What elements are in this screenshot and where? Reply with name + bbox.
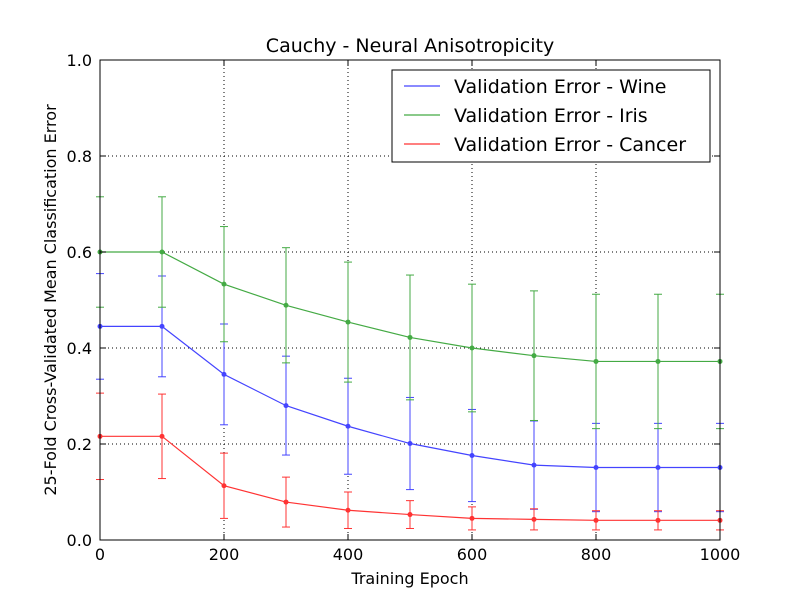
y-tick-label: 1.0 [67,51,92,70]
validation-error-cancer-point [283,499,289,505]
validation-error-iris-point [221,281,227,287]
y-tick-label: 0.0 [67,531,92,550]
validation-error-wine-point [469,453,475,459]
legend-label: Validation Error - Wine [454,76,667,98]
validation-error-wine-point [345,423,351,429]
legend-label: Validation Error - Cancer [454,134,686,156]
validation-error-wine-point [283,403,289,409]
validation-error-cancer-point [655,517,661,523]
validation-error-cancer-point [469,515,475,521]
x-axis: 0 200 400 600 800 1000 [95,60,740,564]
legend-label: Validation Error - Iris [454,105,648,127]
validation-error-iris-point [593,358,599,364]
validation-error-iris-point [469,345,475,351]
validation-error-cancer-point [531,516,537,522]
validation-error-cancer-point [407,512,413,518]
validation-error-iris-point [345,319,351,325]
x-tick-label: 800 [581,545,612,564]
x-tick-label: 1000 [700,545,741,564]
validation-error-wine-point [593,465,599,471]
validation-error-iris-point [159,249,165,255]
validation-error-wine-point [655,465,661,471]
y-axis: 0.0 0.2 0.4 0.6 0.8 1.0 [67,51,720,550]
validation-error-cancer-point [593,517,599,523]
validation-error-cancer-point [159,433,165,439]
validation-error-wine-point [531,462,537,468]
y-tick-label: 0.2 [67,435,92,454]
validation-error-iris-point [655,358,661,364]
validation-error-cancer-point [221,483,227,489]
validation-error-wine-point [221,371,227,377]
chart-title: Cauchy - Neural Anisotropicity [266,35,554,57]
validation-error-wine-point [407,441,413,447]
y-tick-label: 0.6 [67,243,92,262]
validation-error-iris-point [531,353,537,359]
validation-error-iris-point [283,302,289,308]
validation-error-iris-error-bars [96,196,724,430]
validation-error-cancer-point [345,507,351,513]
error-bars [96,196,724,531]
validation-error-wine-point [159,323,165,329]
legend-box [391,69,711,163]
x-tick-label: 600 [457,545,488,564]
y-axis-title: 25-Fold Cross-Validated Mean Classificat… [41,104,60,496]
legend: Validation Error - Wine Validation Error … [391,69,711,163]
x-tick-label: 0 [95,545,105,564]
y-tick-label: 0.4 [67,339,92,358]
y-tick-label: 0.8 [67,147,92,166]
validation-error-iris-point [407,334,413,340]
series-lines [97,249,723,523]
plot-frame [99,59,721,541]
x-tick-label: 400 [333,545,364,564]
x-tick-label: 200 [209,545,240,564]
x-axis-title: Training Epoch [350,569,468,588]
